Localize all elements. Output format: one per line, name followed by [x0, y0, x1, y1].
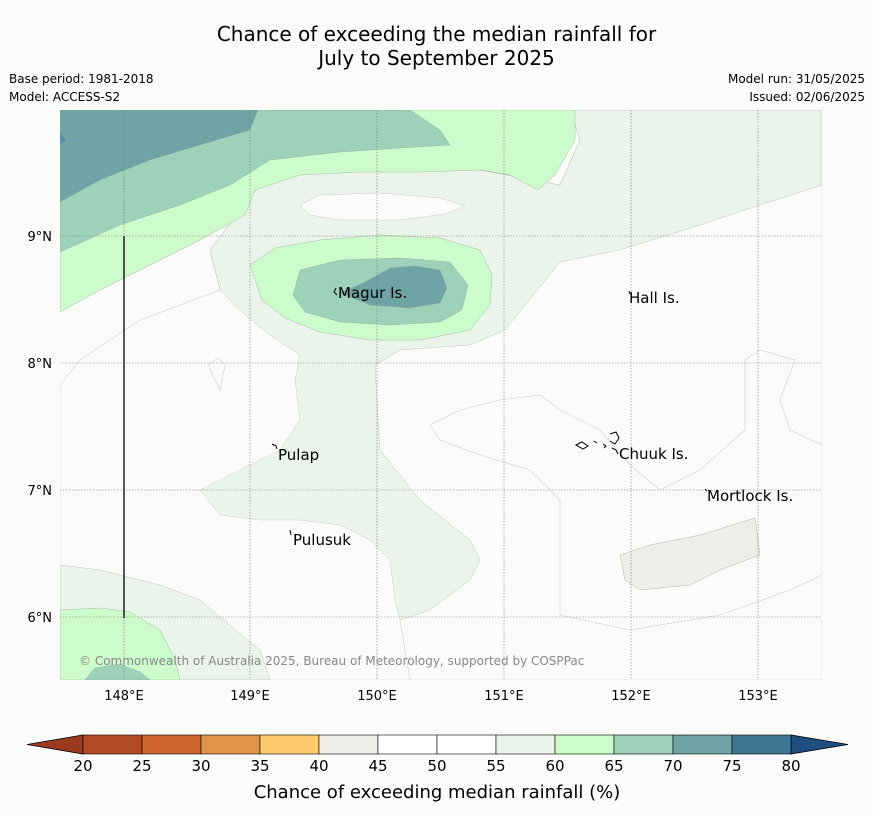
- contour-white-loop-2: [429, 424, 822, 631]
- contour-40-45-patch: [619, 517, 761, 591]
- contour-small-wedge: [207, 357, 226, 391]
- colorbar-swatch: [259, 734, 320, 755]
- lon-label-151e: 151°E: [484, 689, 524, 704]
- colorbar-tick-label: 30: [191, 757, 210, 775]
- meta-right: Model run: 31/05/2025 Issued: 02/06/2025: [728, 70, 865, 106]
- lon-label-152e: 152°E: [611, 689, 651, 704]
- pulap-island-shape: [271, 443, 278, 450]
- mortlock-island-shape: [704, 488, 708, 492]
- colorbar-swatch: [613, 734, 674, 755]
- colorbar: 20 25 30 35 40 45 50 55 60 65 70 75 80: [26, 734, 849, 775]
- title-line-1: Chance of exceeding the median rainfall …: [216, 22, 657, 46]
- label-pulap: Pulap: [278, 446, 319, 464]
- contour-65-70-bottom: [84, 663, 151, 680]
- hall-island-shape: [628, 290, 631, 295]
- contour-70-75-top: [60, 110, 259, 203]
- lat-label-6n: 6°N: [28, 611, 53, 626]
- colorbar-swatch: [731, 734, 792, 755]
- contour-white-interior-1: [60, 289, 411, 680]
- colorbar-swatch: [554, 734, 615, 755]
- colorbar-tick-label: 75: [722, 757, 741, 775]
- chuuk-island-shapes: [574, 431, 620, 455]
- colorbar-swatch: [436, 734, 497, 755]
- lat-label-7n: 7°N: [28, 484, 53, 499]
- contour-75-80-sliver: [60, 133, 66, 145]
- colorbar-tick-label: 50: [427, 757, 446, 775]
- colorbar-tick-label: 80: [781, 757, 800, 775]
- colorbar-tick-label: 40: [309, 757, 328, 775]
- lon-label-150e: 150°E: [357, 689, 397, 704]
- pulusuk-island-shape: [289, 529, 292, 536]
- colorbar-tick-label: 60: [545, 757, 564, 775]
- colorbar-swatch: [495, 734, 556, 755]
- label-hall: Hall Is.: [629, 289, 680, 307]
- model-name: Model: ACCESS-S2: [9, 90, 121, 104]
- colorbar-swatch: [141, 734, 202, 755]
- lon-label-149e: 149°E: [230, 689, 270, 704]
- map-plot: [60, 110, 822, 680]
- colorbar-under-arrow: [26, 734, 84, 755]
- label-mortlock: Mortlock Is.: [707, 487, 793, 505]
- colorbar-swatch: [318, 734, 379, 755]
- lat-label-8n: 8°N: [28, 357, 53, 372]
- colorbar-tick-label: 25: [132, 757, 151, 775]
- magur-island-shape: [333, 287, 338, 296]
- colorbar-swatch: [672, 734, 733, 755]
- islands: [271, 287, 708, 536]
- meta-left: Base period: 1981-2018 Model: ACCESS-S2: [9, 70, 154, 106]
- colorbar-over-arrow: [790, 734, 849, 755]
- lon-label-148e: 148°E: [104, 689, 144, 704]
- contour-white-loop: [429, 349, 822, 491]
- title-line-2: July to September 2025: [318, 46, 555, 70]
- colorbar-swatch: [377, 734, 438, 755]
- label-magur: Magur Is.: [338, 284, 407, 302]
- issued-date: Issued: 02/06/2025: [749, 90, 865, 104]
- lat-label-9n: 9°N: [28, 230, 53, 245]
- map-title: Chance of exceeding the median rainfall …: [0, 22, 873, 70]
- colorbar-swatch: [200, 734, 261, 755]
- model-run: Model run: 31/05/2025: [727, 72, 865, 86]
- contour-60-65-bottom: [60, 607, 181, 680]
- colorbar-tick-label: 70: [663, 757, 682, 775]
- colorbar-tick-label: 55: [486, 757, 505, 775]
- label-chuuk: Chuuk Is.: [619, 445, 688, 463]
- contour-70-75-magur: [339, 265, 448, 309]
- contour-white-pocket: [299, 192, 466, 221]
- lon-label-153e: 153°E: [738, 689, 778, 704]
- colorbar-swatch: [82, 734, 143, 755]
- colorbar-tick-label: 45: [368, 757, 387, 775]
- colorbar-tick-label: 65: [604, 757, 623, 775]
- label-pulusuk: Pulusuk: [293, 531, 351, 549]
- colorbar-label: Chance of exceeding median rainfall (%): [254, 782, 621, 803]
- base-period: Base period: 1981-2018: [9, 72, 154, 86]
- colorbar-tick-label: 35: [250, 757, 269, 775]
- copyright-text: © Commonwealth of Australia 2025, Bureau…: [79, 654, 584, 668]
- colorbar-tick-label: 20: [73, 757, 92, 775]
